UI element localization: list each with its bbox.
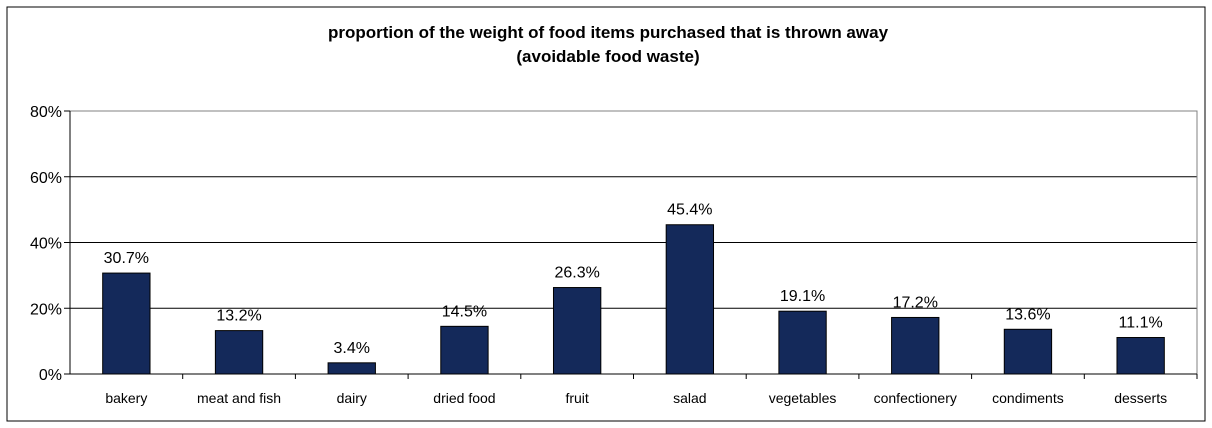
x-category-label: bakery: [105, 390, 147, 406]
data-label: 3.4%: [334, 340, 370, 357]
y-tick-label: 20%: [30, 301, 62, 318]
data-label: 13.6%: [1005, 306, 1050, 323]
x-category-label: desserts: [1114, 390, 1167, 406]
bar: [327, 362, 376, 375]
y-tick-label: 0%: [39, 367, 62, 384]
data-label: 14.5%: [442, 303, 487, 320]
data-label: 13.2%: [216, 308, 261, 325]
y-tick-label: 40%: [30, 236, 62, 253]
data-label: 45.4%: [667, 202, 712, 219]
y-axis-ticks: 0% 20% 40% 60% 80%: [30, 104, 70, 384]
bar: [1003, 328, 1053, 375]
bar: [778, 310, 827, 375]
bar: [440, 325, 489, 375]
bar: [891, 316, 940, 375]
bar: [552, 287, 602, 375]
data-label: 17.2%: [893, 294, 938, 311]
x-category-label: dairy: [337, 390, 367, 406]
data-label: 30.7%: [104, 250, 149, 267]
chart-title-line-1: proportion of the weight of food items p…: [328, 23, 889, 42]
bar: [214, 330, 264, 375]
data-label: 26.3%: [554, 265, 599, 282]
x-category-label: dried food: [433, 390, 495, 406]
x-category-label: salad: [673, 390, 706, 406]
data-labels: 30.7% 13.2% 3.4% 14.5% 26.3% 45.4% 19.1% 17.2% 1…: [104, 202, 1163, 357]
bar: [1116, 337, 1165, 375]
x-category-label: fruit: [565, 390, 588, 406]
x-category-label: meat and fish: [197, 390, 281, 406]
data-label: 19.1%: [780, 288, 825, 305]
bar: [665, 224, 715, 375]
y-tick-label: 80%: [30, 104, 62, 121]
x-category-label: vegetables: [769, 390, 837, 406]
data-label: 11.1%: [1119, 315, 1163, 332]
x-category-label: confectionery: [874, 390, 957, 406]
x-axis-categories: bakery meat and fish dairy dried food fruit s…: [105, 374, 1198, 406]
bar: [102, 272, 151, 375]
x-category-label: condiments: [992, 390, 1064, 406]
y-tick-label: 60%: [30, 170, 62, 187]
bars: [102, 224, 1165, 375]
chart-title-line-2: (avoidable food waste): [516, 47, 699, 66]
